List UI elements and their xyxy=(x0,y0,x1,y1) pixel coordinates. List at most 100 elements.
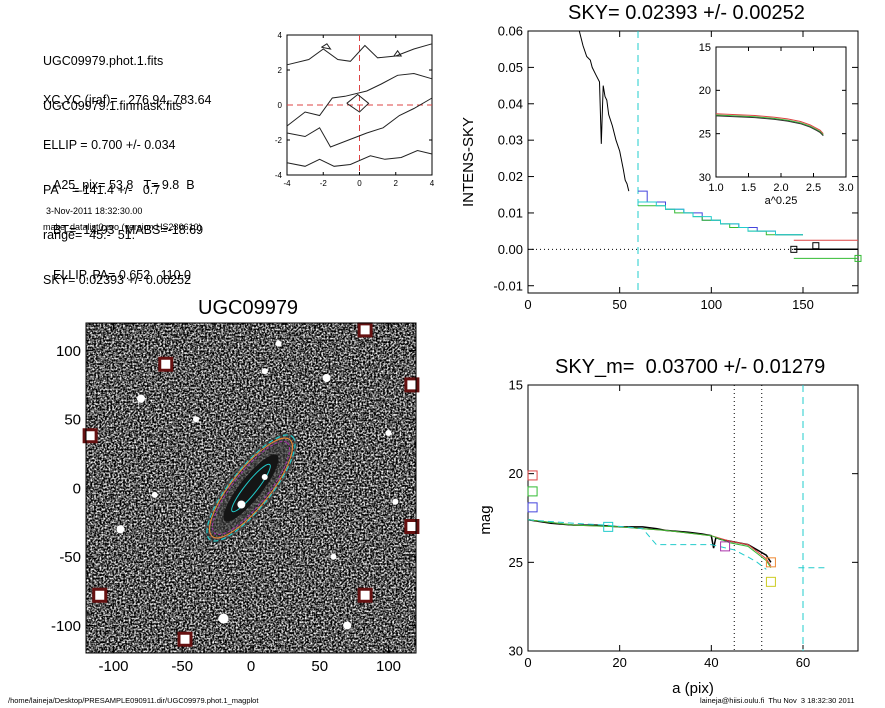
inset-x-tick-label: 2.5 xyxy=(806,182,821,194)
sky-marker xyxy=(812,242,820,250)
mag-y-label: mag xyxy=(477,505,494,534)
contour-y-tick-label: -4 xyxy=(275,171,283,180)
intens-y-tick-label: 0.06 xyxy=(498,24,523,39)
masked-star xyxy=(261,368,268,375)
inset-series-line xyxy=(715,114,824,136)
inset-y-tick-label: 25 xyxy=(699,129,711,141)
inset-x-tick-label: 1.0 xyxy=(708,182,723,194)
intens-y-label: INTENS-SKY xyxy=(460,117,477,207)
footer-path: /home/laineja/Desktop/PRESAMPLE090911.di… xyxy=(8,696,259,705)
contour-line xyxy=(286,43,433,66)
mask-box xyxy=(92,587,108,603)
intens-y-tick-label: 0.02 xyxy=(498,169,523,184)
intens-x-tick-label: 150 xyxy=(792,297,814,312)
info-line: A25_pix= 53.8 T= 9.8 B xyxy=(53,178,195,192)
masked-star xyxy=(322,374,331,382)
image-title: UGC09979 xyxy=(198,297,299,319)
mag-y-tick-label: 15 xyxy=(509,378,523,393)
image-x-tick-label: 100 xyxy=(376,658,401,675)
inset-series-line xyxy=(715,113,824,135)
inset-y-tick-label: 20 xyxy=(699,85,711,97)
mag-title: SKY_m= 0.03700 +/- 0.01279 xyxy=(555,356,826,378)
inset-x-label: a^0.25 xyxy=(765,195,798,207)
contour-y-tick-label: -2 xyxy=(275,136,283,145)
mag-series-line xyxy=(527,519,772,567)
info-filenames: UGC09979.phot.1.fits UGC09979.1.finmask.… xyxy=(43,24,182,129)
ellipse-magenta xyxy=(211,440,291,536)
galaxy-core xyxy=(223,454,279,522)
contour-y-tick-label: 0 xyxy=(278,101,283,110)
intens-y-tick-label: 0.00 xyxy=(498,242,523,257)
ellipse-orange xyxy=(209,437,293,539)
mag-frame xyxy=(527,384,859,652)
masked-star xyxy=(116,525,125,534)
image-y-tick-label: 50 xyxy=(64,412,81,429)
mag-marker xyxy=(765,557,776,568)
mag-marker xyxy=(527,502,538,513)
contour-line xyxy=(286,72,433,127)
inset-frame xyxy=(715,46,847,178)
mag-y-tick-label: 20 xyxy=(509,466,523,481)
info-line: ELLIP, PA= 0.652 110.0 xyxy=(53,268,191,282)
info-program: make_datalist0.pro (version HS230610) xyxy=(43,222,202,232)
info-line: range= 45.- 51. xyxy=(43,228,136,242)
mask-box xyxy=(357,587,373,603)
image-x-tick-label: 50 xyxy=(311,658,328,675)
contour-line xyxy=(346,93,370,113)
contour-y-tick-label: 4 xyxy=(278,31,283,40)
contour-y-tick-label: 2 xyxy=(278,66,283,75)
masked-star xyxy=(193,416,199,423)
mag-series-line xyxy=(527,519,767,570)
inset-x-tick-label: 1.5 xyxy=(741,182,756,194)
inset-y-tick-label: 30 xyxy=(699,172,711,184)
contour-line xyxy=(321,43,332,50)
mask-box xyxy=(404,519,420,534)
info-line: UGC09979.1.finmask.fits xyxy=(43,99,182,113)
masked-star xyxy=(218,613,229,624)
intens-y-tick-label: 0.01 xyxy=(498,205,523,220)
sky-title: SKY= 0.02393 +/- 0.00252 xyxy=(568,2,805,24)
ellipse-inner-cyan xyxy=(231,463,271,513)
info-date: 3-Nov-2011 18:32:30.00 xyxy=(46,206,143,216)
info-line: XC,YC (iraf)= 276.94, 783.64 xyxy=(43,93,212,107)
info-results: A25_pix= 53.8 T= 9.8 B BT= 14.93 MABS=-1… xyxy=(53,148,203,298)
mag-marker xyxy=(720,541,731,552)
mask-box xyxy=(82,428,98,444)
mag-marker xyxy=(527,486,538,497)
galaxy-group xyxy=(204,432,298,544)
mag-y-tick-label: 25 xyxy=(509,555,523,570)
mag-x-tick-label: 0 xyxy=(524,655,531,670)
mag-x-label: a (pix) xyxy=(672,680,714,697)
info-line: BT= 14.93 MABS=-18.69 xyxy=(53,223,204,237)
intens-y-tick-label: -0.01 xyxy=(493,278,523,293)
contour-x-tick-label: -4 xyxy=(283,179,291,188)
masked-star xyxy=(151,491,158,498)
inset-series-line xyxy=(715,115,824,137)
mag-marker xyxy=(527,470,538,481)
mask-box xyxy=(177,631,193,647)
masked-star xyxy=(237,500,246,509)
mask-box xyxy=(357,322,373,338)
masked-star xyxy=(261,474,268,480)
info-line: PA = 141.4 +/- 0.7 xyxy=(43,183,161,197)
inset-x-tick-label: 3.0 xyxy=(838,182,853,194)
intens-y-tick-label: 0.05 xyxy=(498,60,523,75)
contour-line xyxy=(393,49,403,57)
mag-series-line xyxy=(527,519,772,568)
masked-star xyxy=(385,430,392,436)
image-y-tick-label: -100 xyxy=(51,618,81,635)
sky-marker xyxy=(790,245,798,253)
image-x-tick-label: 0 xyxy=(247,658,255,675)
image-y-tick-label: 100 xyxy=(56,343,81,360)
contour-x-tick-label: -2 xyxy=(320,179,328,188)
inset-x-tick-label: 2.0 xyxy=(773,182,788,194)
contour-x-tick-label: 2 xyxy=(394,179,399,188)
intens-y-tick-label: 0.04 xyxy=(498,96,523,111)
masked-star xyxy=(392,498,399,505)
footer-user: laineja@hiisi.oulu.fi Thu Nov 3 18:32:30… xyxy=(700,696,855,705)
intens-x-tick-label: 50 xyxy=(612,297,626,312)
image-y-tick-label: 0 xyxy=(73,480,81,497)
mag-x-tick-label: 20 xyxy=(612,655,626,670)
mag-marker xyxy=(603,521,614,532)
